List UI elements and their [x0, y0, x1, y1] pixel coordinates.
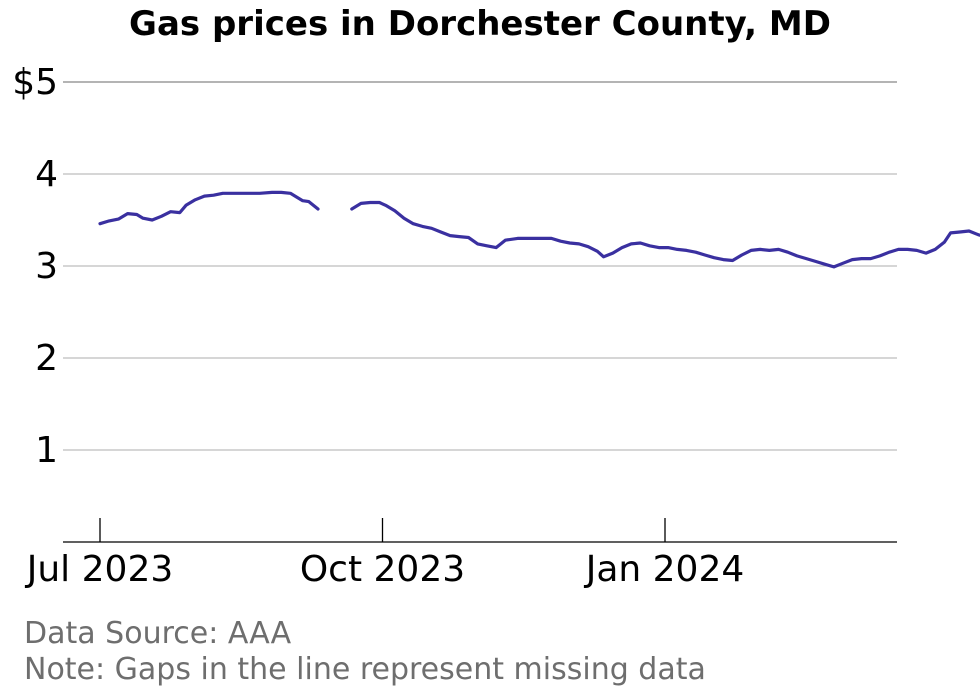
x-tick-label-2: Jan 2024	[584, 549, 745, 590]
y-tick-label-2: 2	[35, 338, 58, 379]
x-tick-label-1: Oct 2023	[300, 549, 465, 590]
x-tick-label-0: Jul 2023	[25, 549, 174, 590]
y-tick-label-4: 4	[35, 154, 58, 195]
chart-title: Gas prices in Dorchester County, MD	[129, 4, 831, 44]
price-line-segment-2	[350, 200, 980, 269]
y-tick-label-5: $5	[12, 62, 58, 103]
data-source-note: Data Source: AAA	[24, 616, 292, 651]
missing-data-note: Note: Gaps in the line represent missing…	[24, 652, 706, 687]
y-tick-label-1: 1	[35, 430, 58, 471]
y-tick-label-3: 3	[35, 246, 58, 287]
price-line-segment-1	[98, 190, 320, 226]
